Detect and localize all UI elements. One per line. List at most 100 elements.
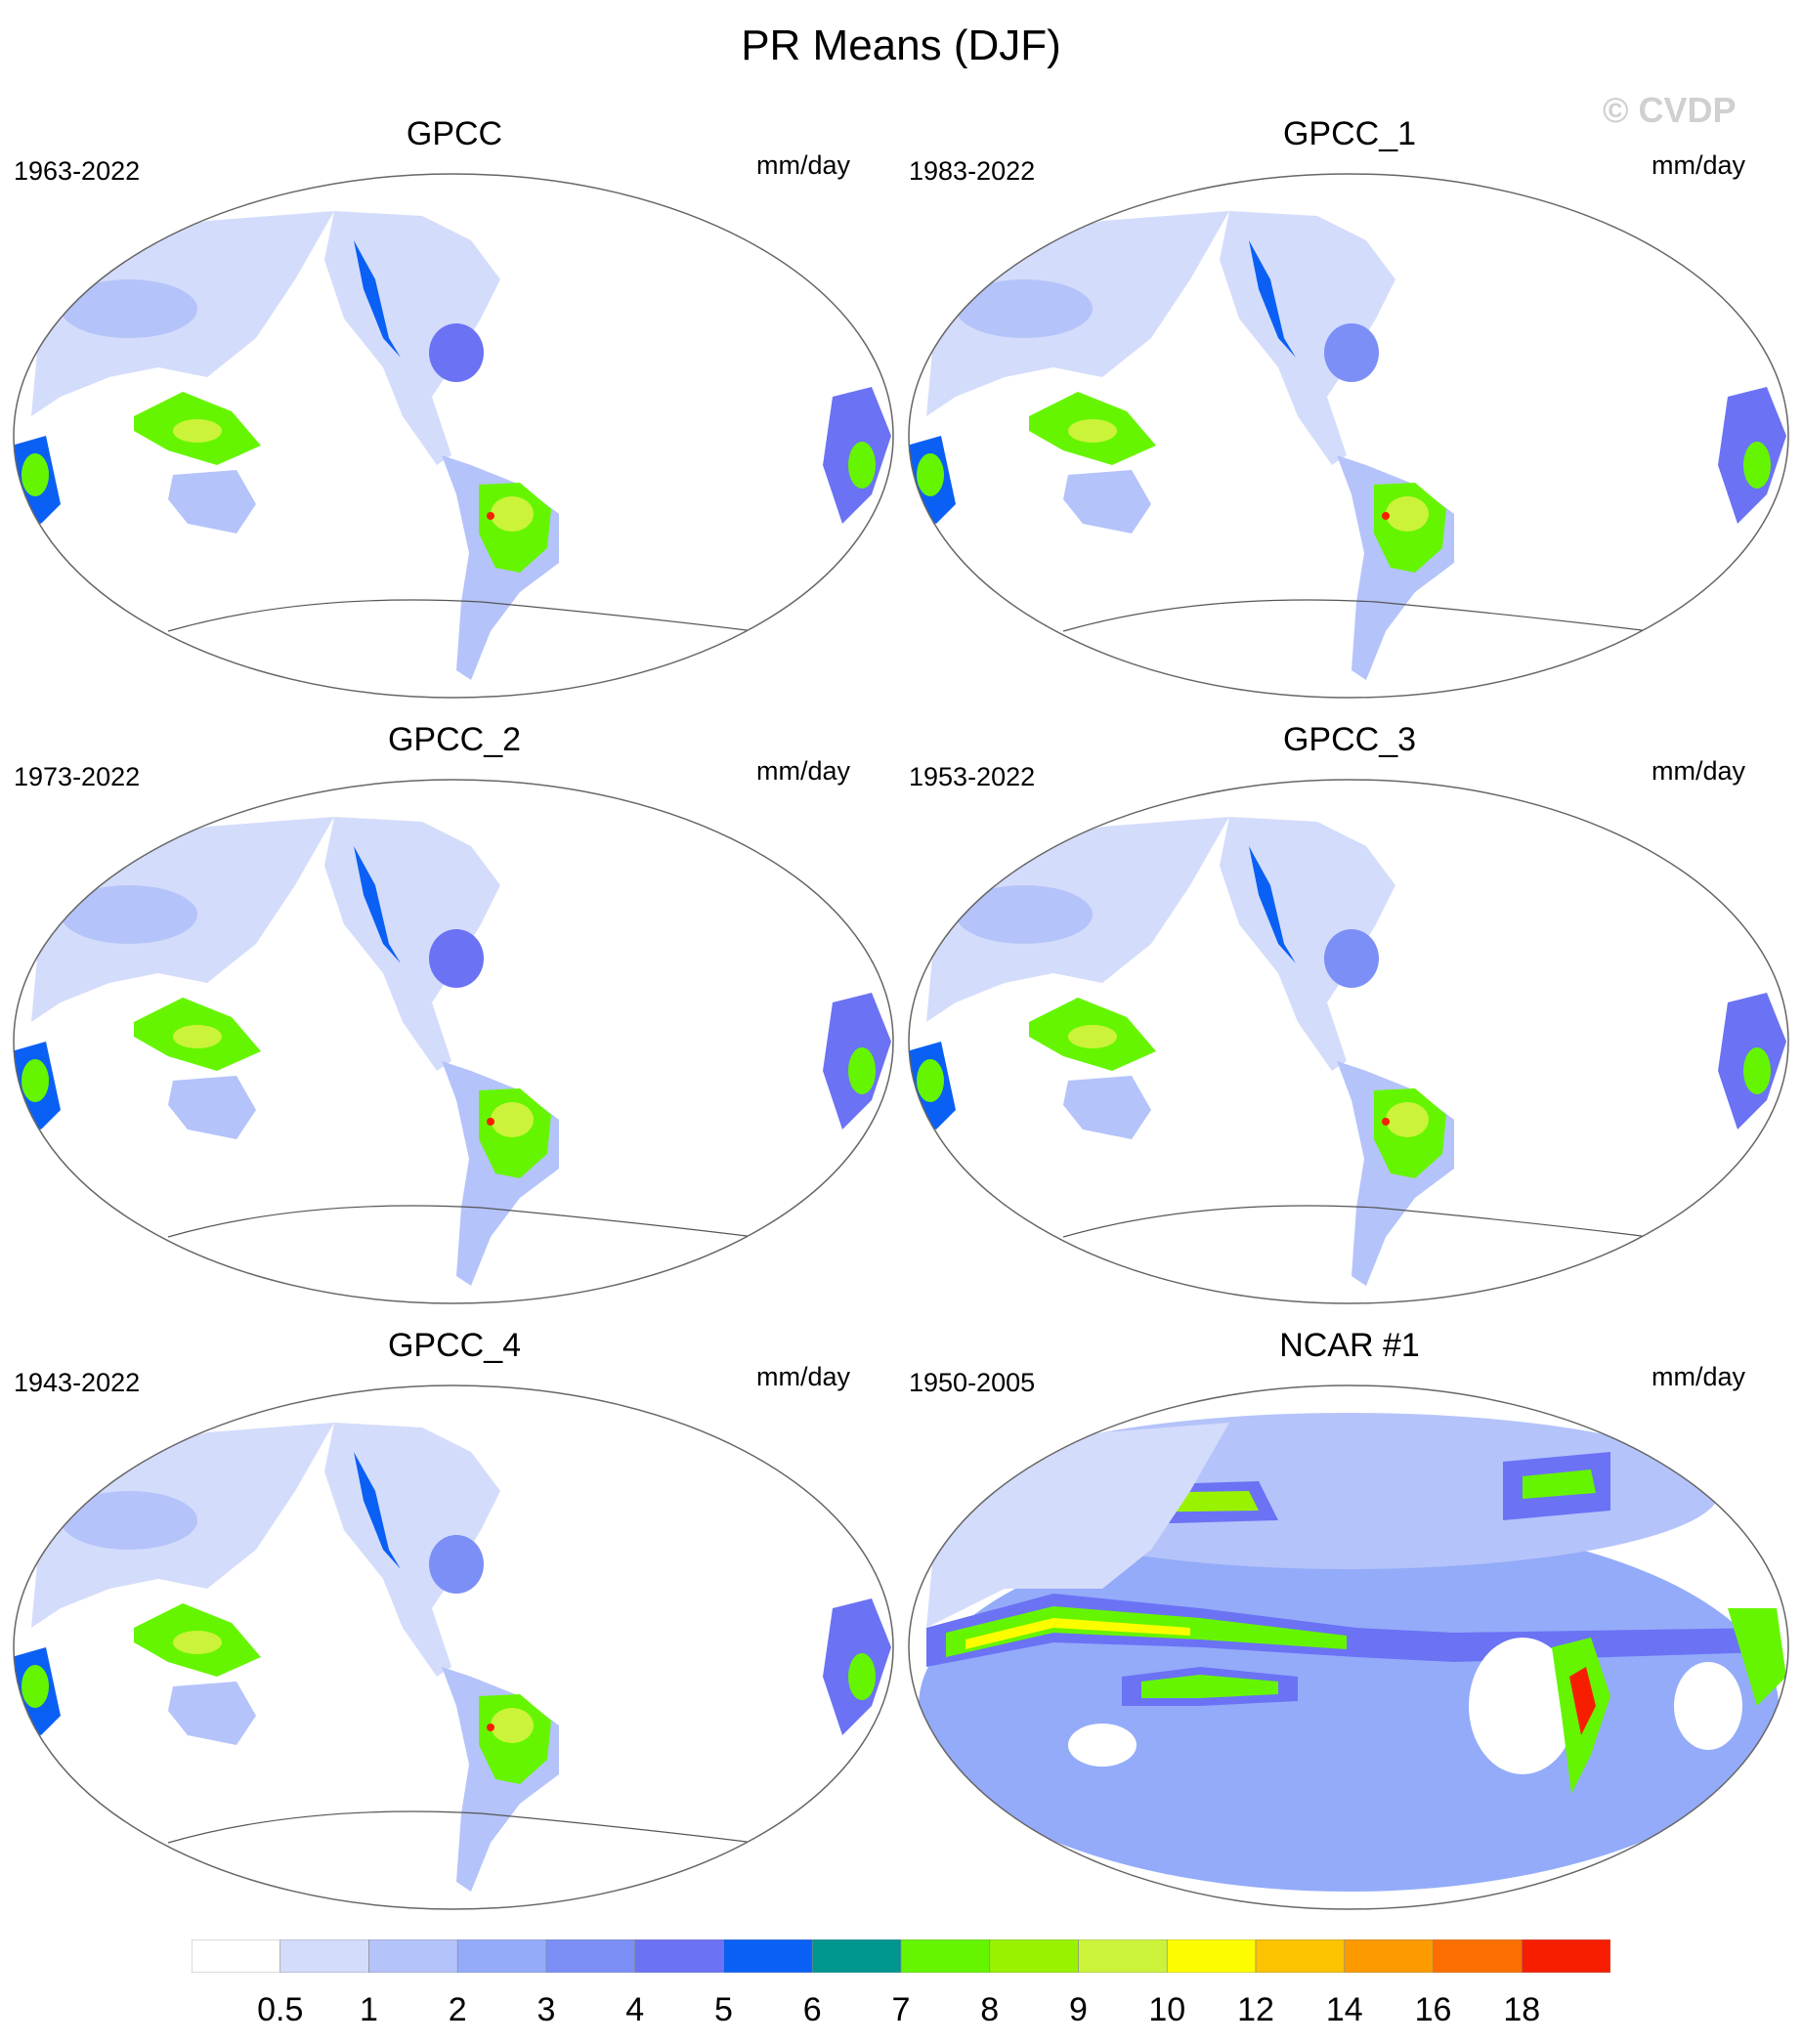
pacific-northwest-precip: [1249, 846, 1296, 963]
amazon-peak-precip: [1382, 512, 1390, 520]
colorbar: [192, 1939, 1610, 1973]
amazon-peak-precip: [487, 1724, 494, 1731]
north-atlantic-core: [1523, 1469, 1596, 1499]
colorbar-tick-label: 9: [1069, 1991, 1088, 2028]
antarctica-coastline: [167, 1810, 755, 1844]
antarctica-coastline: [167, 599, 755, 632]
map-fill: [909, 807, 1786, 1286]
eastern-us-precip: [429, 929, 484, 988]
map-border: [908, 779, 1789, 1304]
europe-africa-land: [1659, 201, 1777, 416]
map-panel-gpcc-2: GPCC_2 1973-2022 mm/day: [0, 721, 899, 1327]
amazon-core-precip: [1386, 496, 1429, 532]
colorbar-tick-label: 12: [1237, 1991, 1274, 2028]
panel-title: NCAR #1: [1279, 1327, 1420, 1364]
europe-africa-land: [1659, 807, 1777, 1022]
amazon-core-precip: [491, 1708, 534, 1743]
panel-period: 1983-2022: [909, 156, 1036, 186]
world-map: [13, 173, 894, 699]
eastern-us-precip: [429, 1535, 484, 1594]
colorbar-tick-label: 2: [448, 1991, 467, 2028]
amazon-peak-precip: [487, 512, 494, 520]
southern-africa-precip: [1728, 1608, 1786, 1706]
panel-units: mm/day: [756, 150, 851, 180]
colorbar-swatch: [1255, 1939, 1346, 1973]
amazon-core-precip: [1386, 1102, 1429, 1137]
map-fill: [14, 807, 891, 1286]
indonesia-core-precip: [1068, 1025, 1117, 1048]
colorbar-tick-label: 3: [536, 1991, 556, 2028]
map-border: [908, 173, 1789, 699]
indonesia-core-precip: [173, 419, 222, 443]
panel-period: 1950-2005: [909, 1368, 1036, 1397]
colorbar-swatch: [634, 1939, 724, 1973]
colorbar-tick-label: 14: [1325, 1991, 1363, 2028]
indonesia-core-precip: [173, 1025, 222, 1048]
siberia-precip: [61, 1491, 197, 1550]
colorbar-swatch: [989, 1939, 1079, 1973]
colorbar-swatch: [1344, 1939, 1434, 1973]
australia-land: [1063, 470, 1151, 533]
world-map: [908, 779, 1789, 1304]
antarctica-coastline: [167, 1205, 755, 1238]
antarctica-coastline: [1062, 599, 1651, 632]
southern-africa-core-precip: [848, 1653, 876, 1700]
panel-units: mm/day: [1652, 150, 1746, 180]
europe-africa-land: [764, 201, 881, 416]
colorbar-tick-label: 4: [625, 1991, 645, 2028]
map-panel-gpcc: GPCC 1963-2022 mm/day: [0, 115, 899, 721]
andes-peak-precip: [1569, 1667, 1596, 1735]
colorbar-tick-label: 5: [714, 1991, 733, 2028]
panel-units: mm/day: [1652, 756, 1746, 786]
southern-africa-core-precip: [1743, 1047, 1771, 1094]
colorbar-tick-label: 7: [891, 1991, 911, 2028]
colorbar-tick-label: 10: [1148, 1991, 1186, 2028]
panel-period: 1963-2022: [14, 156, 141, 186]
panel-period: 1973-2022: [14, 762, 141, 791]
map-panel-gpcc-1: GPCC_1 1983-2022 mm/day: [895, 115, 1794, 721]
colorbar-swatch: [279, 1939, 369, 1973]
colorbar-swatch: [1521, 1939, 1610, 1973]
australia-land: [168, 1076, 256, 1139]
africa-west-precip: [21, 1665, 49, 1708]
itcz-peak: [965, 1618, 1190, 1649]
map-fill: [14, 1413, 891, 1892]
australia-land: [1063, 1076, 1151, 1139]
amazon-peak-precip: [1382, 1118, 1390, 1126]
world-map: [908, 173, 1789, 699]
map-panel-gpcc-3: GPCC_3 1953-2022 mm/day: [895, 721, 1794, 1327]
spcz-core: [1141, 1675, 1278, 1698]
australia-land: [168, 1682, 256, 1745]
colorbar-swatch: [368, 1939, 458, 1973]
indonesia-core-precip: [1068, 419, 1117, 443]
se-pacific-dry-zone: [1469, 1638, 1576, 1774]
eastern-us-precip: [1324, 929, 1379, 988]
pacific-northwest-precip: [354, 1452, 401, 1569]
pacific-northwest-precip: [354, 846, 401, 963]
panel-units: mm/day: [1652, 1362, 1746, 1391]
indonesia-core-precip: [173, 1631, 222, 1654]
siberia-precip: [61, 885, 197, 944]
colorbar-swatch: [1166, 1939, 1257, 1973]
australia-land: [168, 470, 256, 533]
southern-africa-core-precip: [848, 1047, 876, 1094]
map-fill: [14, 201, 891, 680]
antarctica-coastline: [1062, 1205, 1651, 1238]
colorbar-swatch: [545, 1939, 636, 1973]
amazon-peak-precip: [487, 1118, 494, 1126]
map-border: [908, 1384, 1789, 1910]
siberia-precip: [956, 885, 1093, 944]
colorbar-swatch: [456, 1939, 547, 1973]
panel-title: GPCC_2: [387, 721, 522, 758]
africa-west-precip: [917, 453, 944, 496]
figure-title: PR Means (DJF): [741, 21, 1061, 69]
colorbar-tick-label: 16: [1414, 1991, 1452, 2028]
africa-west-precip: [21, 1059, 49, 1102]
colorbar-tick-label: 6: [802, 1991, 822, 2028]
pacific-northwest-precip: [1249, 240, 1296, 358]
panel-title: GPCC_4: [387, 1327, 522, 1364]
siberia-precip: [956, 279, 1093, 338]
map-panel-ncar-1: NCAR #1 1950-2005 mm/day: [895, 1327, 1794, 1933]
panel-units: mm/day: [756, 1362, 851, 1391]
panel-period: 1953-2022: [909, 762, 1036, 791]
